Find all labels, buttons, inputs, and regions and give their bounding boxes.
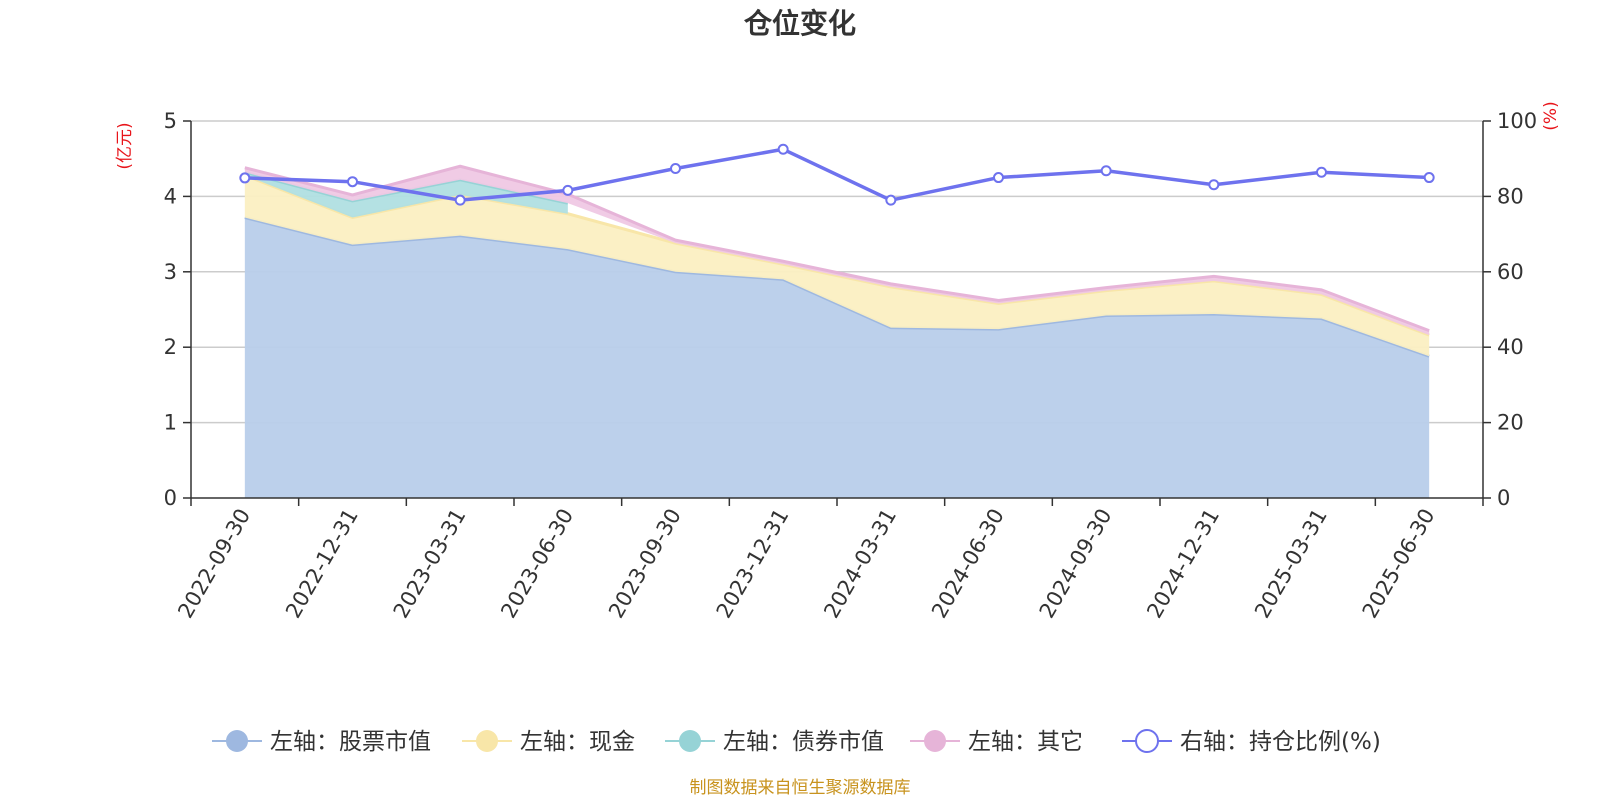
legend-label: 左轴：其它 <box>968 729 1083 755</box>
x-tick-label: 2025-03-31 <box>1250 505 1332 623</box>
legend-marker <box>226 730 248 752</box>
right-tick-label: 40 <box>1497 335 1524 359</box>
ratio-point <box>347 176 358 188</box>
legend-marker <box>1135 729 1159 753</box>
x-tick-label: 2024-06-30 <box>927 505 1009 623</box>
area-2 <box>244 172 568 218</box>
left-axis-unit: (亿元) <box>115 122 135 169</box>
x-tick-label: 2024-03-31 <box>819 505 901 623</box>
right-tick-label: 20 <box>1497 411 1524 435</box>
left-tick-label: 4 <box>164 184 177 208</box>
holding-ratio-line <box>239 143 1435 206</box>
legend-marker <box>924 730 946 752</box>
x-tick-label: 2023-03-31 <box>389 504 471 622</box>
legend-item-1: 左轴：现金 <box>462 729 635 755</box>
legend-item-4: 右轴：持仓比例(%) <box>1122 729 1381 755</box>
ratio-point <box>1208 179 1220 191</box>
legend-item-2: 左轴：债券市值 <box>665 729 884 755</box>
x-tick-label: 2023-06-30 <box>496 505 578 623</box>
legend-label: 左轴：现金 <box>520 729 635 755</box>
legend-label: 右轴：持仓比例(%) <box>1180 729 1381 755</box>
right-tick-label: 0 <box>1497 486 1510 510</box>
area-1 <box>244 175 1430 357</box>
legend-label: 左轴：股票市值 <box>270 729 431 755</box>
legend-item-0: 左轴：股票市值 <box>212 729 431 755</box>
chart-title: 仓位变化 <box>744 7 856 40</box>
x-tick-label: 2025-06-30 <box>1358 505 1440 623</box>
x-tick-label: 2022-12-31 <box>281 505 363 623</box>
area-0 <box>244 217 1430 498</box>
right-tick-label: 60 <box>1497 260 1524 284</box>
ratio-point <box>562 184 574 196</box>
right-tick-label: 80 <box>1497 184 1524 208</box>
left-tick-label: 2 <box>164 335 177 359</box>
left-tick-label: 3 <box>164 260 177 284</box>
x-tick-label: 2024-09-30 <box>1035 505 1117 623</box>
right-tick-label: 100 <box>1497 109 1537 133</box>
legend-marker <box>679 730 701 752</box>
legend-item-3: 左轴：其它 <box>910 729 1083 755</box>
left-tick-label: 5 <box>164 109 177 133</box>
ratio-point <box>1423 172 1435 184</box>
data-source-note: 制图数据来自恒生聚源数据库 <box>690 778 911 798</box>
legend-marker <box>476 730 498 752</box>
ratio-point <box>1100 165 1112 177</box>
ratio-point <box>454 194 466 206</box>
x-tick-label: 2023-12-31 <box>712 505 794 623</box>
legend-label: 左轴：债券市值 <box>723 729 884 755</box>
legend: 左轴：股票市值 左轴：现金 左轴：债券市值 左轴：其它 右轴：持仓比例(%) <box>212 729 1381 755</box>
stacked-areas <box>244 164 1430 498</box>
ratio-point <box>239 172 251 184</box>
ratio-point <box>885 194 897 206</box>
left-tick-label: 0 <box>164 486 177 510</box>
area-top-line-3 <box>244 164 1430 333</box>
ratio-point <box>777 143 789 155</box>
x-tick-label: 2022-09-30 <box>173 505 255 623</box>
x-tick-label: 2024-12-31 <box>1142 505 1224 623</box>
ratio-point <box>993 172 1004 184</box>
ratio-point <box>670 163 681 175</box>
ratio-point <box>1316 166 1327 178</box>
x-tick-label: 2023-09-30 <box>604 505 686 623</box>
ratio-line <box>244 147 1430 202</box>
right-axis-unit: (%) <box>1541 101 1561 130</box>
left-tick-label: 1 <box>164 411 177 435</box>
